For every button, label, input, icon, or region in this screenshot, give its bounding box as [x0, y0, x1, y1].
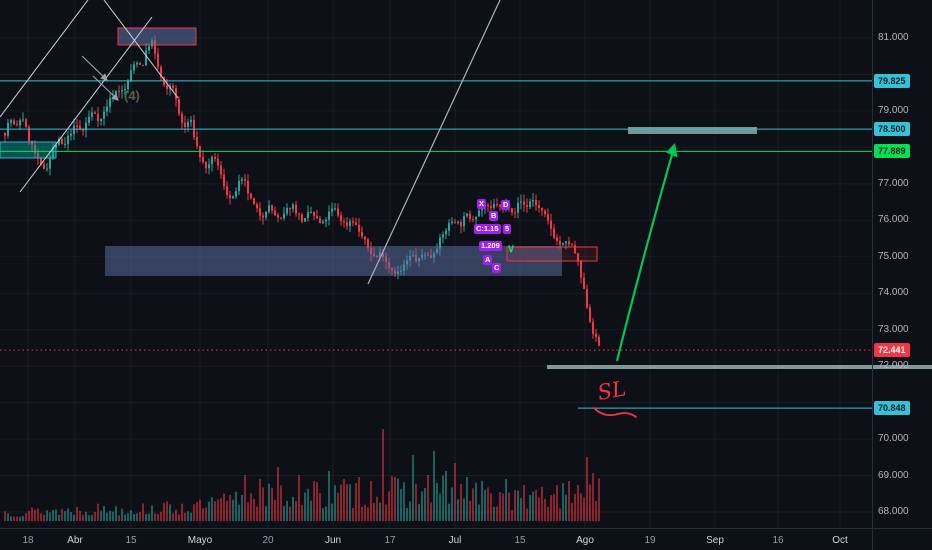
- trendline-long-diagonal[interactable]: [367, 0, 501, 285]
- time-label: Mayo: [187, 535, 213, 546]
- price-level-flag: 77.889: [874, 144, 910, 159]
- time-label: 18: [22, 535, 34, 546]
- zone-left-supply-box[interactable]: [0, 141, 57, 159]
- price-level-flag: 79.825: [874, 73, 910, 88]
- volume-layer: [4, 429, 600, 521]
- trendline-channel-lower[interactable]: [19, 16, 153, 193]
- price-axis-border: [872, 0, 873, 550]
- harmonic-tag[interactable]: D: [501, 200, 511, 210]
- projection-arrow[interactable]: [615, 143, 678, 362]
- time-label: 16: [772, 535, 784, 546]
- price-tick: 68.000: [878, 506, 909, 517]
- time-label: 20: [262, 535, 274, 546]
- drawings-layer: SL: [0, 0, 932, 418]
- zone-peak-supply-box[interactable]: [117, 27, 197, 46]
- harmonic-tag[interactable]: 1.209: [479, 241, 502, 251]
- trendline-channel-upper[interactable]: [0, 0, 89, 118]
- time-axis-border: [0, 528, 932, 529]
- time-label: 15: [125, 535, 137, 546]
- time-label: Abr: [67, 535, 83, 546]
- price-tick: 74.000: [878, 287, 909, 299]
- price-tick: 77.000: [878, 177, 909, 189]
- time-label: Oct: [832, 535, 848, 546]
- time-label: Jun: [324, 535, 342, 546]
- candles-layer: [4, 35, 600, 347]
- price-level-flag: 72.441: [874, 343, 910, 358]
- price-level-flag: 70.848: [874, 401, 910, 416]
- harmonic-tag[interactable]: A: [483, 255, 493, 265]
- price-tick: 75.000: [878, 250, 909, 262]
- supply-ray[interactable]: [547, 365, 932, 369]
- harmonic-tag[interactable]: B: [489, 211, 499, 221]
- price-tick: 81.000: [878, 32, 909, 43]
- price-tick: 70.000: [878, 433, 909, 445]
- price-tick: 73.000: [878, 323, 909, 335]
- harmonic-tag[interactable]: 5: [503, 224, 512, 234]
- check-arrow-icon: ∨: [507, 243, 516, 255]
- time-label: 17: [384, 535, 396, 546]
- price-tick: 72.000: [878, 360, 909, 372]
- price-tick: 79.000: [878, 104, 909, 116]
- price-tick: 69.000: [878, 469, 909, 481]
- sl-drawing[interactable]: SL: [593, 376, 637, 418]
- harmonic-tag[interactable]: C:1.15: [474, 224, 501, 234]
- zone-entry-box[interactable]: [506, 246, 598, 262]
- zone-target-bar[interactable]: [628, 127, 757, 134]
- small-arrow-2[interactable]: [92, 75, 119, 101]
- trendline-cross-line[interactable]: [103, 0, 179, 99]
- small-arrow-1[interactable]: [81, 55, 108, 81]
- harmonic-tag[interactable]: X: [477, 199, 487, 209]
- time-label: Sep: [706, 535, 724, 546]
- price-level-flag: 78.500: [874, 122, 910, 137]
- time-label: 19: [644, 535, 656, 546]
- svg-text:SL: SL: [596, 376, 628, 405]
- time-label: Ago: [576, 535, 594, 546]
- price-tick: 76.000: [878, 214, 909, 226]
- time-label: Jul: [448, 535, 462, 546]
- harmonic-tag[interactable]: C: [492, 263, 502, 273]
- wave-4-label[interactable]: (4): [124, 88, 140, 103]
- time-label: 15: [514, 535, 526, 546]
